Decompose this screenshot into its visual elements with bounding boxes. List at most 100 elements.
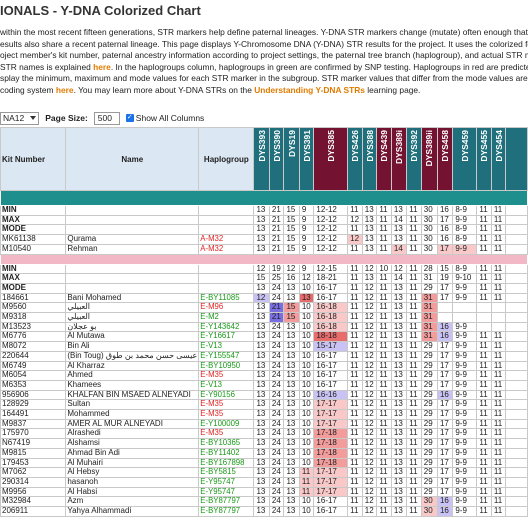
marker-value: 13 bbox=[283, 292, 300, 304]
marker-value: 11 bbox=[376, 370, 392, 381]
stat-value: 11 bbox=[490, 282, 507, 294]
marker-value: 16 bbox=[436, 321, 454, 333]
kit-row: M32984 Azm E-BY87797 13 24 13 10 16-17 11 12 11 13 1… bbox=[0, 496, 528, 508]
stat-value: 13 bbox=[361, 273, 378, 284]
kit-number[interactable]: M6054 bbox=[0, 370, 67, 381]
kit-number[interactable]: M9837 bbox=[0, 418, 67, 430]
kit-number[interactable]: 128929 bbox=[0, 399, 67, 411]
kit-number[interactable]: M7062 bbox=[0, 467, 67, 478]
kit-number[interactable]: M8072 bbox=[0, 341, 67, 352]
stat-value: 11 bbox=[406, 214, 422, 226]
marker-value: 16-17 bbox=[313, 496, 349, 508]
kit-number[interactable]: N67419 bbox=[0, 438, 67, 449]
dropdown-arrow bbox=[30, 116, 37, 120]
haplogroup: A-M32 bbox=[198, 234, 255, 245]
stat-value: 15 bbox=[283, 214, 300, 226]
marker-value: 12 bbox=[347, 234, 363, 245]
marker-header[interactable]: DYS454 bbox=[490, 127, 507, 191]
marker-value: 9-9 bbox=[452, 447, 478, 459]
kit-number[interactable]: 184661 bbox=[0, 292, 67, 304]
kit-number[interactable]: M9956 bbox=[0, 486, 67, 498]
page-size-input[interactable]: 500 bbox=[93, 111, 120, 125]
marker-header[interactable]: DYS388 bbox=[361, 127, 378, 191]
marker-value: 12 bbox=[361, 350, 378, 362]
marker-value: 13 bbox=[390, 341, 408, 352]
marker-value: 11 bbox=[376, 243, 392, 255]
intro-link[interactable]: here bbox=[55, 84, 74, 95]
kit-row: M6353 Khamees E-V13 13 24 13 10 16-17 11 12 11 13 11… bbox=[0, 379, 528, 391]
marker-value: 11 bbox=[347, 506, 363, 517]
blank-cell bbox=[505, 447, 528, 459]
marker-value: 24 bbox=[268, 341, 285, 352]
marker-header[interactable]: DYS439 bbox=[376, 127, 392, 191]
stat-value: 12 bbox=[347, 214, 363, 226]
marker-name: DYS426 bbox=[349, 130, 360, 162]
marker-value: 29 bbox=[420, 457, 438, 469]
kit-number[interactable]: M6749 bbox=[0, 360, 67, 372]
stat-value: 14 bbox=[390, 214, 408, 226]
marker-value: 12 bbox=[361, 428, 378, 440]
marker-value: 10 bbox=[298, 506, 315, 517]
marker-header[interactable]: DYS389ii bbox=[420, 127, 438, 191]
marker-value: 9-9 bbox=[452, 457, 478, 469]
kit-row: M9560 العبيلي E-M96 13 21 15 10 16-18 11 12 11 13 11… bbox=[0, 302, 528, 314]
kit-number[interactable]: 206911 bbox=[0, 506, 67, 517]
marker-header[interactable]: DYS459 bbox=[452, 127, 478, 191]
marker-value: 11 bbox=[476, 399, 492, 411]
marker-value: 11 bbox=[490, 409, 507, 420]
marker-value: 17 bbox=[436, 457, 454, 469]
intro-segment: splay the minimum, maximum and mode valu… bbox=[0, 73, 528, 83]
haplogroup: E-BY10365 bbox=[198, 438, 255, 449]
marker-header[interactable]: DYS19 bbox=[283, 127, 300, 191]
kit-number[interactable]: M9815 bbox=[0, 447, 67, 459]
marker-header[interactable]: DYS385 bbox=[313, 127, 349, 191]
stat-value: 13 bbox=[390, 224, 408, 236]
kit-number[interactable]: 220644 bbox=[0, 350, 67, 362]
kit-number[interactable]: M6776 bbox=[0, 331, 67, 343]
kit-number[interactable]: 164491 bbox=[0, 409, 67, 420]
marker-value: 21 bbox=[268, 234, 285, 245]
marker-value: 9-9 bbox=[452, 379, 478, 391]
blank-cell bbox=[65, 205, 200, 216]
marker-value: 10 bbox=[298, 370, 315, 381]
marker-header[interactable]: DYS393 bbox=[253, 127, 270, 191]
kit-number[interactable]: M32984 bbox=[0, 496, 67, 508]
marker-value: 13 bbox=[283, 399, 300, 411]
blank-cell bbox=[505, 292, 528, 304]
marker-header[interactable]: DYS458 bbox=[436, 127, 454, 191]
kit-number[interactable]: M6353 bbox=[0, 379, 67, 391]
haplogroup: E-M35 bbox=[198, 399, 255, 411]
group-select[interactable]: NA12 bbox=[0, 111, 40, 125]
kit-number[interactable]: M9560 bbox=[0, 302, 67, 314]
marker-value: 12 bbox=[361, 476, 378, 488]
kit-number[interactable]: 290314 bbox=[0, 476, 67, 488]
marker-header[interactable]: DYS426 bbox=[347, 127, 363, 191]
kit-number[interactable]: M9318 bbox=[0, 312, 67, 323]
marker-value: 12 bbox=[361, 486, 378, 498]
marker-value: 13 bbox=[390, 457, 408, 469]
kit-number[interactable]: 956906 bbox=[0, 389, 67, 401]
kit-number[interactable]: 179453 bbox=[0, 457, 67, 469]
intro-link[interactable]: Understanding Y-DNA STRs bbox=[254, 84, 365, 95]
marker-value: 24 bbox=[268, 370, 285, 381]
marker-value: 11 bbox=[476, 506, 492, 517]
marker-value: 9-9 bbox=[452, 418, 478, 430]
kit-number[interactable]: 175970 bbox=[0, 428, 67, 440]
marker-value: 11 bbox=[490, 360, 507, 372]
intro-link[interactable]: here bbox=[93, 61, 111, 72]
show-all-checkbox[interactable]: ✓ Show All Columns bbox=[125, 113, 204, 123]
stat-value: 30 bbox=[420, 224, 438, 236]
marker-header[interactable]: DYS455 bbox=[476, 127, 492, 191]
marker-header[interactable]: DYS391 bbox=[298, 127, 315, 191]
marker-header[interactable]: DYS392 bbox=[406, 127, 422, 191]
kit-number[interactable]: MK61138 bbox=[0, 234, 67, 245]
intro-line: within the most recent fifteen generatio… bbox=[0, 27, 528, 39]
marker-header[interactable]: DYS390 bbox=[268, 127, 285, 191]
haplogroup-header: Haplogroup bbox=[198, 127, 255, 191]
stat-value: 12 bbox=[283, 263, 300, 275]
marker-value: 14 bbox=[390, 243, 408, 255]
kit-number[interactable]: M13523 bbox=[0, 321, 67, 333]
marker-header[interactable]: DYS389i bbox=[390, 127, 408, 191]
kit-number[interactable]: M10540 bbox=[0, 243, 67, 255]
marker-value: 15 bbox=[283, 302, 300, 314]
